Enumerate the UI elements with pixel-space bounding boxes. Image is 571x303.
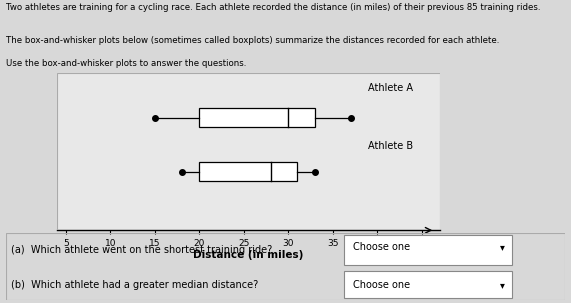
FancyBboxPatch shape (344, 271, 512, 298)
Text: Use the box-and-whisker plots to answer the questions.: Use the box-and-whisker plots to answer … (6, 59, 246, 68)
Text: Choose one: Choose one (353, 280, 410, 290)
Text: Choose one: Choose one (353, 241, 410, 252)
X-axis label: Distance (in miles): Distance (in miles) (193, 250, 304, 260)
Text: The box-and-whisker plots below (sometimes called boxplots) summarize the distan: The box-and-whisker plots below (sometim… (6, 36, 499, 45)
Text: ▾: ▾ (500, 241, 504, 252)
Text: Two athletes are training for a cycling race. Each athlete recorded the distance: Two athletes are training for a cycling … (6, 3, 540, 12)
Bar (199, 162, 297, 181)
Text: (a)  Which athlete went on the shortest training ride?: (a) Which athlete went on the shortest t… (11, 245, 272, 255)
Text: Athlete A: Athlete A (368, 83, 413, 94)
Bar (199, 108, 315, 127)
Text: Athlete B: Athlete B (368, 141, 413, 151)
Text: ▾: ▾ (500, 280, 504, 290)
Text: (b)  Which athlete had a greater median distance?: (b) Which athlete had a greater median d… (11, 280, 259, 290)
FancyBboxPatch shape (344, 235, 512, 265)
